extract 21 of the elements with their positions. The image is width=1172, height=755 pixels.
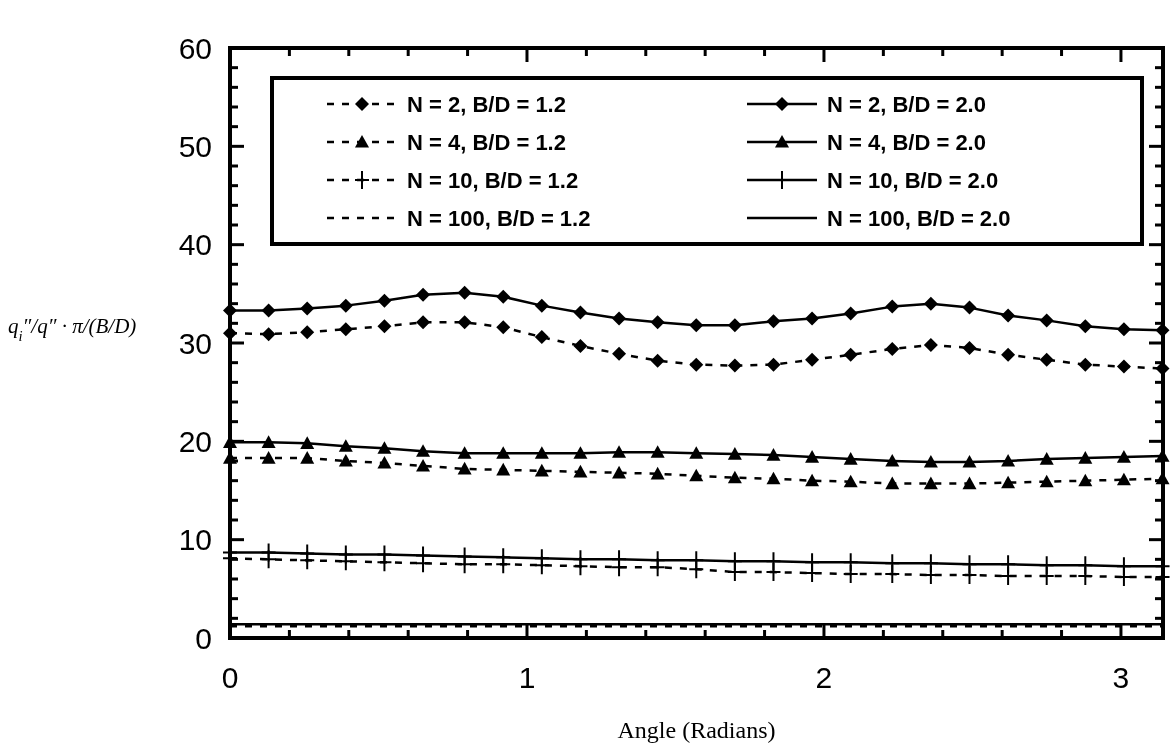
legend-label: N = 2, B/D = 2.0 bbox=[827, 91, 986, 117]
y-tick-label: 20 bbox=[178, 424, 212, 458]
legend-label: N = 100, B/D = 1.2 bbox=[407, 205, 591, 231]
x-tick-label: 3 bbox=[1112, 661, 1130, 694]
legend-label: N = 2, B/D = 1.2 bbox=[407, 91, 566, 117]
y-tick-label: 50 bbox=[178, 129, 212, 163]
x-tick-label: 0 bbox=[221, 661, 239, 694]
y-tick-label: 40 bbox=[178, 228, 212, 262]
x-axis-title: Angle (Radians) bbox=[617, 717, 776, 743]
x-tick-label: 1 bbox=[518, 661, 536, 694]
y-tick-label: 30 bbox=[178, 326, 212, 360]
legend-label: N = 100, B/D = 2.0 bbox=[827, 205, 1011, 231]
legend-label: N = 10, B/D = 1.2 bbox=[407, 167, 579, 193]
legend-label: N = 10, B/D = 2.0 bbox=[827, 167, 999, 193]
y-tick-label: 0 bbox=[195, 621, 212, 655]
x-tick-label: 2 bbox=[815, 661, 833, 694]
y-axis-title: q$_{i}$″/q″ · π/(B/D) bbox=[8, 314, 137, 344]
y-tick-label: 10 bbox=[178, 523, 212, 557]
legend-label: N = 4, B/D = 2.0 bbox=[827, 129, 986, 155]
legend-label: N = 4, B/D = 1.2 bbox=[407, 129, 566, 155]
y-tick-label: 60 bbox=[178, 31, 212, 65]
